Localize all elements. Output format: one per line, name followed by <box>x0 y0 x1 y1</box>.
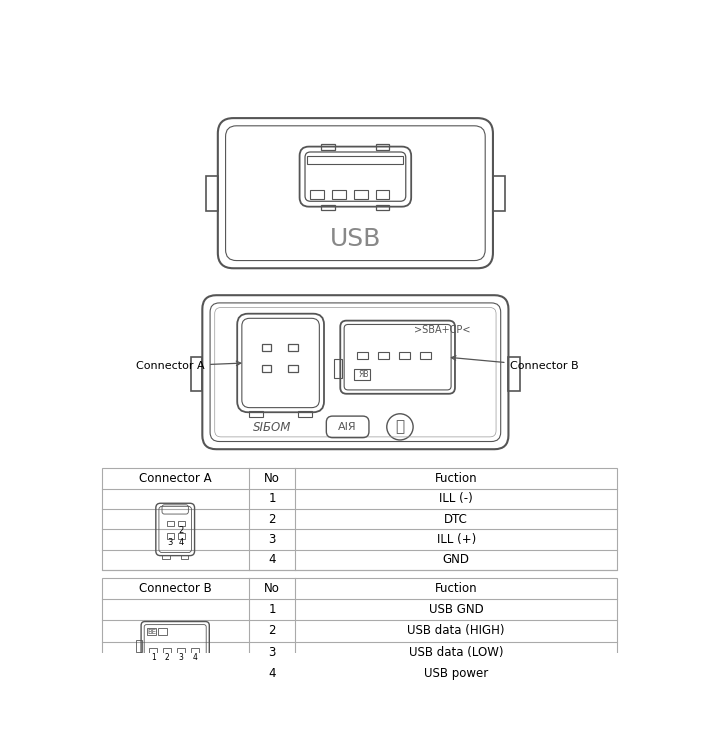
Text: 4: 4 <box>178 538 184 547</box>
Bar <box>493 176 505 211</box>
Bar <box>334 359 342 378</box>
Text: ILL (-): ILL (-) <box>440 493 473 506</box>
Text: 4: 4 <box>268 667 275 680</box>
Text: Fuction: Fuction <box>435 472 477 485</box>
Bar <box>167 534 174 539</box>
Text: >SBA+CP<: >SBA+CP< <box>414 325 471 335</box>
Bar <box>137 640 142 653</box>
Text: Connector A: Connector A <box>139 472 212 485</box>
Bar <box>508 357 520 391</box>
Text: 2: 2 <box>178 526 184 534</box>
Bar <box>177 521 184 526</box>
Text: Fuction: Fuction <box>435 582 477 595</box>
Bar <box>379 352 389 359</box>
Bar <box>354 369 369 380</box>
Text: GND: GND <box>442 553 470 567</box>
Text: USB GND: USB GND <box>429 603 484 616</box>
Bar <box>262 366 271 372</box>
Bar <box>376 189 390 199</box>
Bar <box>354 189 368 199</box>
Text: 3: 3 <box>179 653 184 662</box>
Bar <box>162 555 170 559</box>
Text: SIБOM: SIБOM <box>253 421 291 434</box>
Bar <box>181 555 189 559</box>
Bar <box>177 534 184 539</box>
Bar <box>167 521 174 526</box>
Bar <box>177 648 185 654</box>
Bar <box>321 144 335 150</box>
Bar <box>262 344 271 351</box>
Text: 2: 2 <box>268 513 275 526</box>
Text: 2: 2 <box>268 625 275 637</box>
Bar <box>299 412 313 417</box>
Text: AIЯ: AIЯ <box>338 422 357 432</box>
Bar <box>288 344 298 351</box>
Bar <box>420 352 431 359</box>
Text: USB data (HIGH): USB data (HIGH) <box>407 625 505 637</box>
Bar <box>102 578 617 684</box>
Text: BE: BE <box>147 628 156 635</box>
Text: USB power: USB power <box>424 667 489 680</box>
Text: USB: USB <box>329 227 381 251</box>
Text: Connector B: Connector B <box>451 356 578 371</box>
Text: ЯB: ЯB <box>358 370 369 379</box>
Text: 3: 3 <box>268 533 275 546</box>
Text: Connector B: Connector B <box>139 582 212 595</box>
Bar <box>149 648 158 654</box>
Text: 1: 1 <box>268 493 275 506</box>
Bar <box>321 205 335 210</box>
Text: DTC: DTC <box>444 513 468 526</box>
Bar <box>332 189 346 199</box>
Bar <box>147 628 156 636</box>
Bar <box>399 352 410 359</box>
Text: ILL (+): ILL (+) <box>437 533 476 546</box>
Text: 4: 4 <box>268 553 275 567</box>
Bar <box>163 648 171 654</box>
Bar <box>311 189 325 199</box>
Bar <box>249 412 263 417</box>
Text: 1: 1 <box>268 603 275 616</box>
Bar <box>102 468 617 570</box>
Text: Ⓗ: Ⓗ <box>395 419 404 435</box>
Text: No: No <box>264 582 280 595</box>
Bar <box>158 628 168 636</box>
Text: No: No <box>264 472 280 485</box>
Bar <box>288 366 298 372</box>
Text: Connector A: Connector A <box>137 361 240 371</box>
Bar <box>376 144 390 150</box>
Text: 4: 4 <box>193 653 198 662</box>
Text: 3: 3 <box>268 646 275 658</box>
Bar <box>376 205 390 210</box>
Bar <box>206 176 218 211</box>
Bar <box>191 357 203 391</box>
Text: USB data (LOW): USB data (LOW) <box>409 646 503 658</box>
Text: 3: 3 <box>168 538 173 547</box>
Text: 1: 1 <box>151 653 156 662</box>
Bar <box>307 156 404 164</box>
Bar <box>191 648 199 654</box>
Text: 2: 2 <box>165 653 170 662</box>
Bar <box>358 352 368 359</box>
